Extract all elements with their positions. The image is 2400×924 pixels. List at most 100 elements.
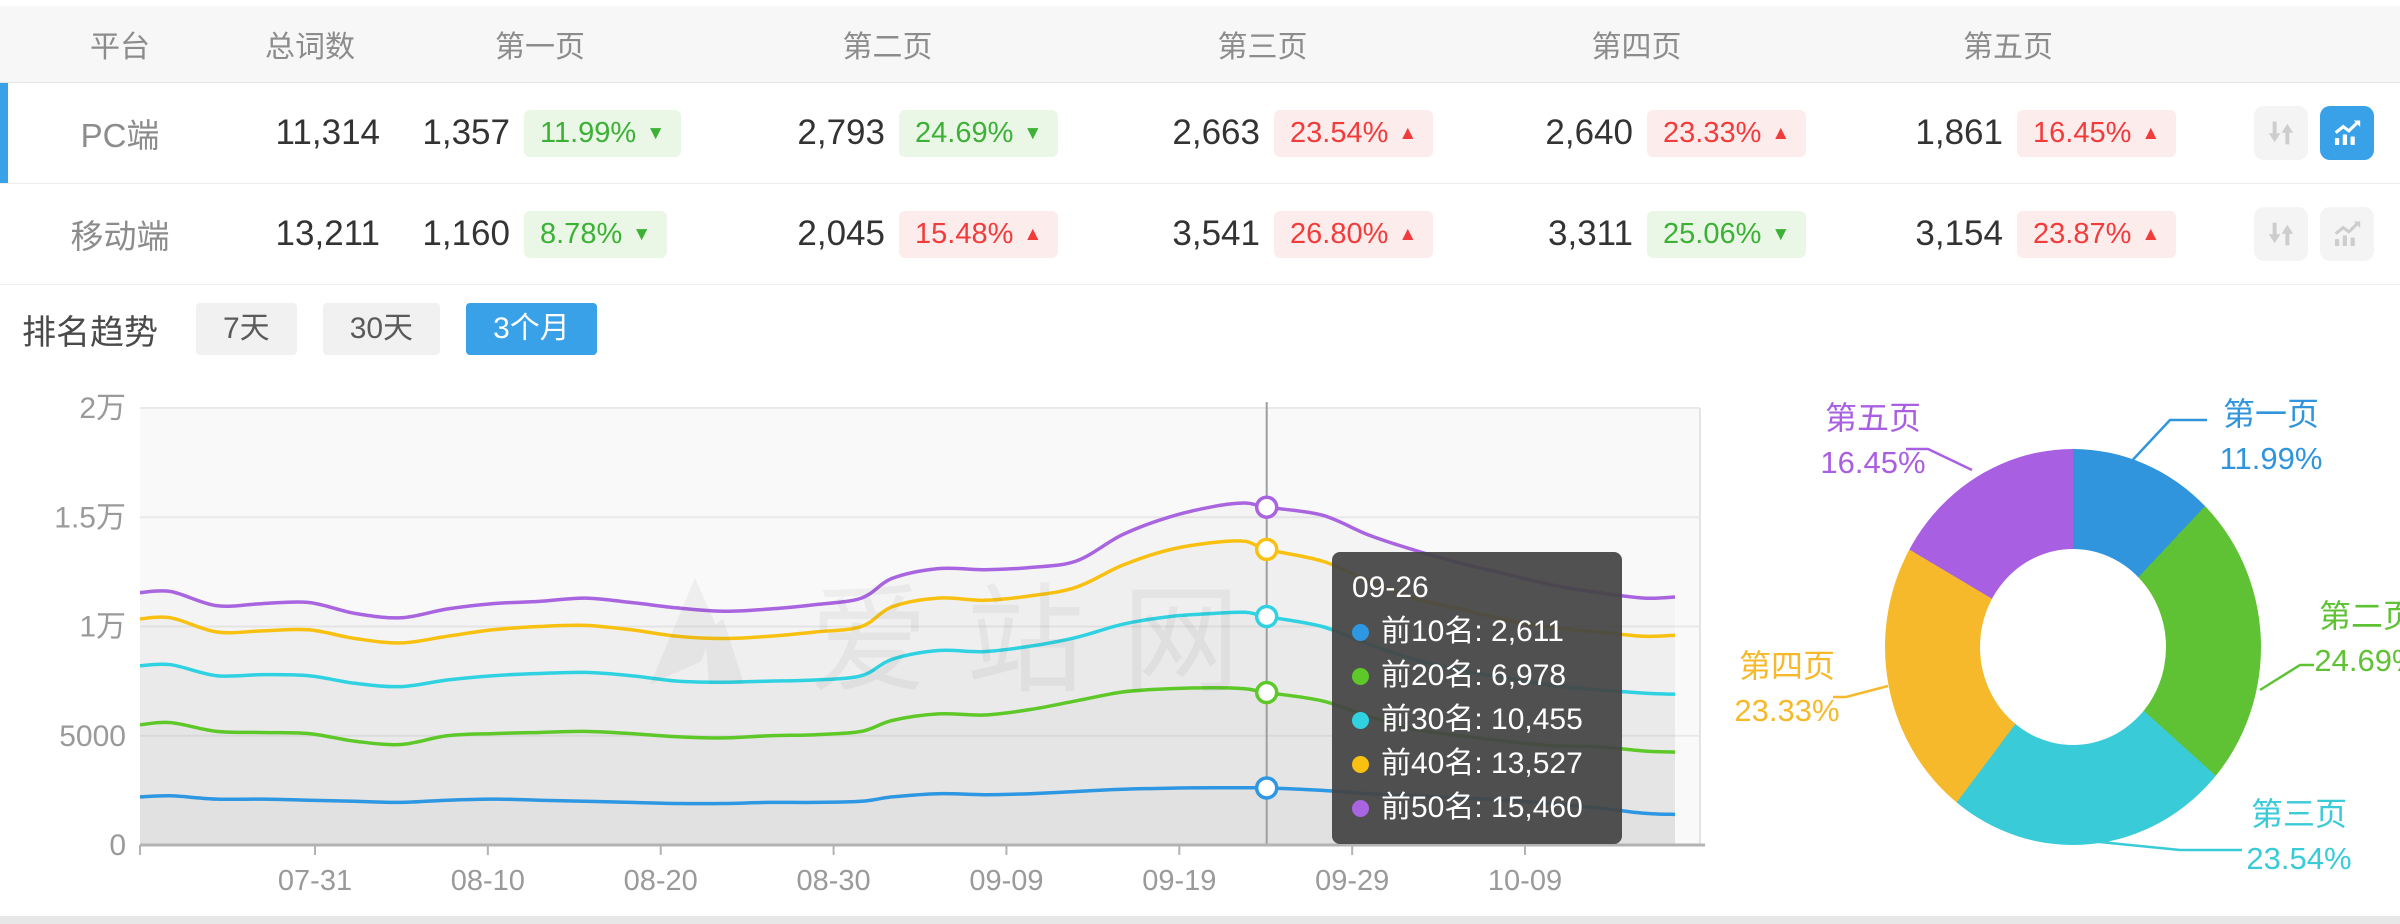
table-body: PC端 11,314 1,357 11.99% ▼ 2,793 24.69% ▼ 2,…	[0, 83, 2400, 285]
col-header-actions	[2193, 6, 2400, 82]
page-1-pct-cell: 11.99% ▼	[510, 83, 700, 183]
total-words: 11,314	[275, 113, 380, 152]
page-2-pct-cell: 24.69% ▼	[885, 83, 1075, 183]
triangle-down-icon: ▼	[1771, 223, 1791, 245]
col-header-page-2: 第二页	[842, 31, 933, 64]
col-header-page-1: 第一页	[495, 31, 585, 64]
col-header-page-4: 第四页	[1591, 31, 1682, 64]
page-3-pct-cell: 26.80% ▲	[1260, 184, 1450, 284]
series-dot-icon	[1352, 667, 1369, 685]
series-dot-icon	[1352, 623, 1369, 641]
row-actions	[2193, 83, 2400, 183]
tooltip-row-前20名: 前20名: 6,978	[1352, 654, 1602, 698]
table-header: 平台 总词数 第一页 第二页 第三页 第四页 第五页	[0, 6, 2400, 83]
sort-arrows-icon	[2268, 222, 2294, 246]
trend-chart-icon	[2334, 120, 2361, 146]
donut-label-name: 第三页	[2250, 796, 2347, 832]
donut-hole	[1980, 549, 2166, 745]
triangle-up-icon: ▲	[1023, 223, 1043, 245]
page-4-pct-badge: 23.33% ▲	[1647, 109, 1807, 157]
page-5-count: 3,154	[1915, 214, 2003, 253]
page-2-pct-badge: 24.69% ▼	[899, 109, 1059, 157]
donut-label-pct: 23.33%	[1734, 693, 1840, 728]
donut-label-pct: 24.69%	[2314, 643, 2400, 678]
page-4-count: 3,311	[1548, 214, 1633, 253]
sort-arrows-icon	[2268, 121, 2294, 145]
page-3-pct-cell: 23.54% ▲	[1260, 83, 1450, 183]
trend-chart-button[interactable]	[2320, 207, 2374, 261]
sort-button[interactable]	[2254, 106, 2308, 160]
platform-name: 移动端	[70, 218, 170, 255]
section-title: 排名趋势	[22, 313, 158, 352]
page-3-pct-badge: 26.80% ▲	[1274, 210, 1434, 258]
triangle-up-icon: ▲	[1398, 122, 1418, 144]
page-2-pct-badge: 15.48% ▲	[899, 210, 1059, 258]
donut-label-第五页: 第五页 16.45%	[1788, 402, 1958, 478]
platform-row-0[interactable]: PC端 11,314 1,357 11.99% ▼ 2,793 24.69% ▼ 2,…	[0, 83, 2400, 184]
range-tab-7天[interactable]: 7天	[196, 303, 297, 355]
donut-label-name: 第一页	[2222, 396, 2319, 432]
page-4-pct-cell: 23.33% ▲	[1633, 83, 1823, 183]
donut-label-name: 第二页	[2318, 598, 2400, 634]
tooltip-row-前10名: 前10名: 2,611	[1352, 610, 1602, 654]
sort-button[interactable]	[2254, 207, 2308, 261]
page-3-count: 3,541	[1172, 214, 1260, 253]
page-5-pct-cell: 16.45% ▲	[2003, 83, 2193, 183]
col-header-total: 总词数	[265, 31, 355, 64]
series-dot-icon	[1352, 799, 1369, 817]
page-2-count: 2,793	[797, 113, 885, 152]
platform-row-1[interactable]: 移动端 13,211 1,160 8.78% ▼ 2,045 15.48% ▲ 3,5…	[0, 184, 2400, 285]
page-1-pct-cell: 8.78% ▼	[510, 184, 700, 284]
donut-label-pct: 16.45%	[1820, 445, 1926, 480]
donut-label-name: 第四页	[1738, 648, 1835, 684]
tooltip-row-前40名: 前40名: 13,527	[1352, 742, 1602, 786]
series-dot-icon	[1352, 755, 1369, 773]
page-1-pct-badge: 8.78% ▼	[524, 210, 668, 258]
trend-chart-icon	[2334, 221, 2361, 247]
page-2-count: 2,045	[797, 214, 885, 253]
triangle-down-icon: ▼	[646, 122, 666, 144]
donut-label-第一页: 第一页 11.99%	[2186, 398, 2356, 474]
page-5-count: 1,861	[1915, 113, 2003, 152]
donut-label-pct: 23.54%	[2246, 841, 2352, 876]
page-3-count: 2,663	[1172, 113, 1260, 152]
page-1-pct-badge: 11.99% ▼	[524, 109, 682, 157]
trend-controls: 排名趋势 7天 30天 3个月	[22, 303, 2400, 355]
range-tabs: 7天 30天 3个月	[196, 303, 597, 355]
triangle-down-icon: ▼	[1023, 122, 1043, 144]
donut-label-name: 第五页	[1824, 400, 1921, 436]
page-5-pct-cell: 23.87% ▲	[2003, 184, 2193, 284]
triangle-up-icon: ▲	[2141, 223, 2161, 245]
page-5-pct-badge: 23.87% ▲	[2017, 210, 2177, 258]
page-4-count: 2,640	[1545, 113, 1633, 152]
page-1-count: 1,357	[422, 113, 510, 152]
page-1-count: 1,160	[422, 214, 510, 253]
donut-label-第二页: 第二页 24.69%	[2282, 600, 2400, 676]
chart-tooltip: 09-26 前10名: 2,611 前20名: 6,978 前30名: 10,4…	[1332, 552, 1622, 844]
page-2-pct-cell: 15.48% ▲	[885, 184, 1075, 284]
page-4-pct-badge: 25.06% ▼	[1647, 210, 1807, 258]
triangle-up-icon: ▲	[2141, 122, 2161, 144]
donut-label-第三页: 第三页 23.54%	[2214, 798, 2384, 874]
platform-table: 平台 总词数 第一页 第二页 第三页 第四页 第五页 PC端 11,314 1,357 11.…	[0, 6, 2400, 285]
range-tab-3个月[interactable]: 3个月	[466, 303, 597, 355]
col-header-page-5: 第五页	[1963, 31, 2053, 64]
donut-label-pct: 11.99%	[2219, 441, 2323, 476]
series-dot-icon	[1352, 711, 1369, 729]
range-tab-30天[interactable]: 30天	[322, 303, 441, 355]
triangle-up-icon: ▲	[1771, 122, 1791, 144]
total-words: 13,211	[275, 214, 380, 253]
col-header-page-3: 第三页	[1217, 31, 1308, 64]
donut-label-第四页: 第四页 23.33%	[1702, 650, 1872, 726]
triangle-up-icon: ▲	[1398, 223, 1418, 245]
trend-chart-button[interactable]	[2320, 106, 2374, 160]
row-actions	[2193, 184, 2400, 284]
triangle-down-icon: ▼	[632, 223, 652, 245]
tooltip-rows: 前10名: 2,611 前20名: 6,978 前30名: 10,455 前40…	[1352, 610, 1602, 830]
tooltip-date: 09-26	[1352, 571, 1429, 604]
page-5-pct-badge: 16.45% ▲	[2017, 109, 2177, 157]
page-4-pct-cell: 25.06% ▼	[1633, 184, 1823, 284]
platform-name: PC端	[80, 117, 160, 154]
col-header-platform: 平台	[90, 31, 150, 64]
